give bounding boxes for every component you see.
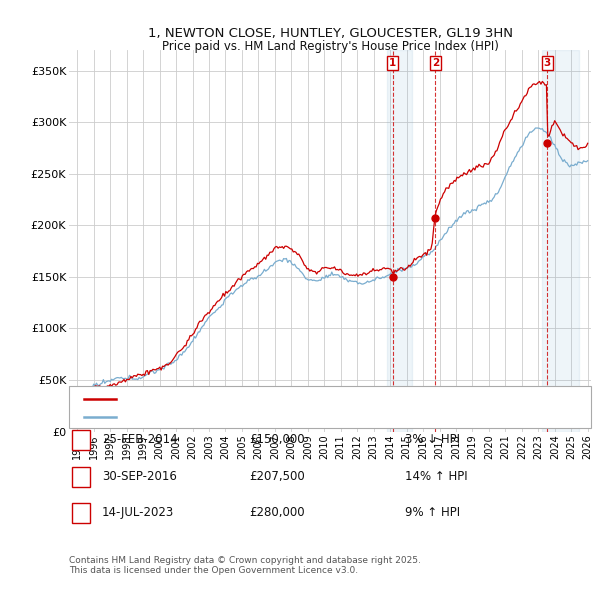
- Bar: [542, 50, 580, 431]
- Text: 2: 2: [432, 58, 439, 68]
- Text: 9% ↑ HPI: 9% ↑ HPI: [405, 506, 460, 519]
- Text: 14% ↑ HPI: 14% ↑ HPI: [405, 470, 467, 483]
- Text: 1: 1: [389, 58, 396, 68]
- Text: 3: 3: [544, 58, 551, 68]
- Text: 2: 2: [77, 471, 85, 481]
- Text: 30-SEP-2016: 30-SEP-2016: [102, 470, 177, 483]
- Bar: [387, 50, 412, 431]
- Text: 1, NEWTON CLOSE, HUNTLEY, GLOUCESTER, GL19 3HN (semi-detached house): 1, NEWTON CLOSE, HUNTLEY, GLOUCESTER, GL…: [122, 395, 533, 404]
- Text: Price paid vs. HM Land Registry's House Price Index (HPI): Price paid vs. HM Land Registry's House …: [161, 40, 499, 53]
- Text: 14-JUL-2023: 14-JUL-2023: [102, 506, 174, 519]
- Text: 3: 3: [77, 508, 85, 517]
- Text: 3% ↓ HPI: 3% ↓ HPI: [405, 433, 460, 446]
- Text: £150,000: £150,000: [249, 433, 305, 446]
- Text: 25-FEB-2014: 25-FEB-2014: [102, 433, 178, 446]
- Text: HPI: Average price, semi-detached house, Forest of Dean: HPI: Average price, semi-detached house,…: [122, 412, 419, 422]
- Text: 1, NEWTON CLOSE, HUNTLEY, GLOUCESTER, GL19 3HN: 1, NEWTON CLOSE, HUNTLEY, GLOUCESTER, GL…: [148, 27, 512, 40]
- Text: Contains HM Land Registry data © Crown copyright and database right 2025.
This d: Contains HM Land Registry data © Crown c…: [69, 556, 421, 575]
- Text: £207,500: £207,500: [249, 470, 305, 483]
- Text: 1: 1: [77, 435, 85, 444]
- Text: £280,000: £280,000: [249, 506, 305, 519]
